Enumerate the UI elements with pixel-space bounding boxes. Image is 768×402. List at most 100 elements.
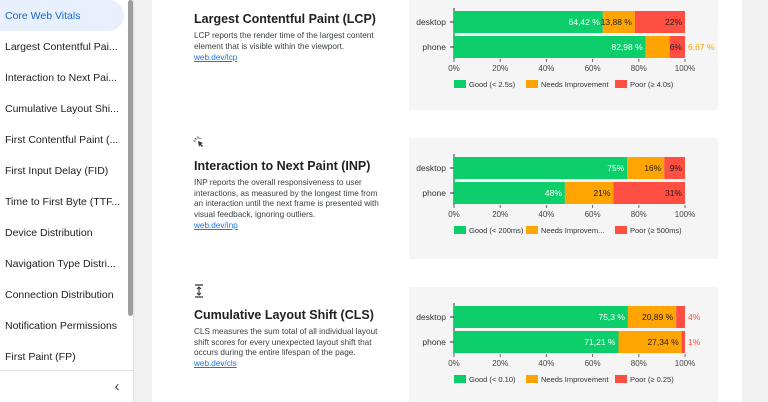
bar-segment [676,306,685,328]
x-tick-label: 0% [448,64,460,73]
category-label: phone [422,42,446,52]
data-label: 27,34 % [647,337,679,347]
sidebar-item[interactable]: Cumulative Layout Shi... [5,102,119,115]
data-label: 31% [665,188,682,198]
category-label: phone [422,188,446,198]
x-tick-label: 80% [631,210,647,219]
legend-label: Poor (≥ 4.0s) [630,80,674,89]
metric-title: Interaction to Next Paint (INP) [194,159,371,173]
legend-label: Needs Improvement [541,375,609,384]
x-tick-label: 40% [538,64,554,73]
data-label: 75% [607,163,624,173]
data-label: 75,3 % [598,312,625,322]
legend-label: Good (< 2.5s) [469,80,516,89]
bar-segment [664,157,685,179]
x-tick-label: 100% [675,210,695,219]
report-content: Largest Contentful Paint (LCP) LCP repor… [152,0,742,402]
x-tick-label: 60% [585,359,601,368]
metric-description: CLS measures the sum total of all indivi… [194,327,378,357]
legend-swatch [615,375,627,383]
legend-label: Poor (≥ 0.25) [630,375,674,384]
data-label: 48% [545,188,562,198]
bar-segment [634,11,685,33]
legend-swatch [454,80,466,88]
stacked-bar-chart: desktop 75% 16% 9% phone 48% 21% 31% 0% 20% 40% 60%… [416,154,695,235]
chevron-left-icon[interactable]: ‹ [114,378,120,395]
metric-link[interactable]: web.dev/inp [194,221,238,230]
sidebar-item[interactable]: First Input Delay (FID) [5,164,109,177]
bar-segment [681,331,685,353]
metric-description: INP reports the overall responsiveness t… [194,178,379,219]
legend-label: Good (< 200ms) [469,226,524,235]
bar-segment [602,11,635,33]
data-label: 13,88 % [601,17,633,27]
x-tick-label: 20% [492,210,508,219]
data-label: 82,98 % [611,42,643,52]
sidebar-item[interactable]: Time to First Byte (TTF... [5,195,121,208]
bar-segment [454,11,603,33]
x-tick-label: 60% [585,210,601,219]
sidebar-item[interactable]: Notification Permissions [5,319,118,332]
sidebar-item[interactable]: Core Web Vitals [0,0,124,31]
bar-segment [454,182,565,204]
sidebar-item[interactable]: Navigation Type Distri... [5,257,116,270]
vertical-expand-icon [193,284,205,301]
x-tick-label: 80% [631,64,647,73]
x-tick-label: 0% [448,359,460,368]
data-label: 20,89 % [642,312,674,322]
x-tick-label: 20% [492,64,508,73]
data-label: 9% [670,163,683,173]
metric-description: LCP reports the render time of the large… [194,31,374,51]
stacked-bar-chart: desktop 75,3 % 20,89 % 4% phone 71,21 % 27,34 … [416,303,701,384]
bar-segment [613,182,685,204]
data-label: 71,21 % [584,337,616,347]
x-tick-label: 80% [631,359,647,368]
legend-label: Needs Improvem... [541,226,604,235]
category-label: desktop [416,312,446,322]
sidebar: Core Web Vitals Largest Contentful Pai...… [0,0,134,402]
sidebar-item[interactable]: First Paint (FP) [5,350,76,363]
bar-segment [627,157,665,179]
outside-data-label: 4% [688,312,701,322]
legend-swatch [526,375,538,383]
bar-segment [669,36,685,58]
x-tick-label: 0% [448,210,460,219]
sidebar-item[interactable]: Device Distribution [5,226,93,239]
lcp-chart: desktop 64,42 % 13,88 % 22% phone 82,98 % 6% 6,… [409,0,718,110]
cursor-click-icon [193,136,205,151]
metric-link[interactable]: web.dev/lcp [194,53,238,62]
bar-segment [454,36,646,58]
outside-data-label: 1% [688,337,701,347]
category-label: desktop [416,163,446,173]
bar-segment [645,36,670,58]
bar-segment [618,331,682,353]
data-label: 21% [593,188,610,198]
x-tick-label: 100% [675,359,695,368]
bar-segment [454,157,628,179]
legend-swatch [526,80,538,88]
legend-swatch [615,80,627,88]
x-tick-label: 20% [492,359,508,368]
sidebar-scrollbar[interactable] [128,0,133,316]
sidebar-item[interactable]: Connection Distribution [5,288,114,301]
outside-data-label: 6,67 % [688,42,715,52]
bar-segment [454,306,628,328]
stacked-bar-chart: desktop 64,42 % 13,88 % 22% phone 82,98 % 6% 6,… [416,8,715,89]
cls-chart: desktop 75,3 % 20,89 % 4% phone 71,21 % 27,34 … [409,287,718,402]
bar-segment [627,306,677,328]
legend-label: Good (< 0.10) [469,375,516,384]
legend-swatch [454,226,466,234]
x-tick-label: 40% [538,359,554,368]
sidebar-item[interactable]: First Contentful Paint (... [5,133,119,146]
metric-link[interactable]: web.dev/cls [194,359,237,368]
bar-segment [564,182,614,204]
bar-segment [454,331,619,353]
data-label: 6% [670,42,683,52]
sidebar-item[interactable]: Interaction to Next Pai... [5,71,118,84]
inp-chart: desktop 75% 16% 9% phone 48% 21% 31% 0% 20% 40% 60%… [409,138,718,259]
sidebar-item[interactable]: Largest Contentful Pai... [5,40,118,53]
legend-swatch [454,375,466,383]
sidebar-footer: ‹ [0,370,133,402]
x-tick-label: 60% [585,64,601,73]
metric-title: Cumulative Layout Shift (CLS) [194,308,374,322]
